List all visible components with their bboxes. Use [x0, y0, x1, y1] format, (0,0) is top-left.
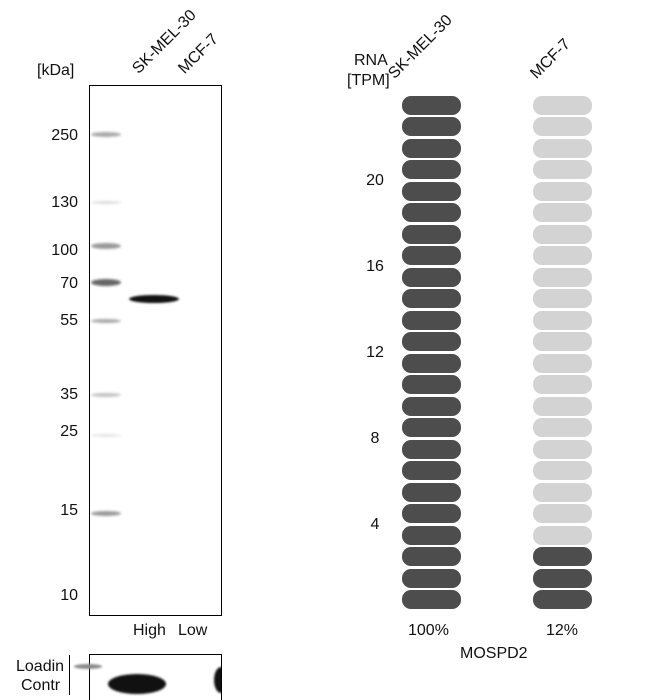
lane-level-high: High [133, 622, 166, 639]
category-label-mcf-7: MCF-7 [527, 35, 574, 83]
empty-segment-mcf-7 [533, 181, 592, 201]
blot-image [89, 85, 222, 616]
filled-segment-sk-mel-30 [402, 461, 461, 480]
marker-25: 25 [60, 423, 78, 440]
empty-segment-mcf-7 [533, 504, 592, 523]
protein-band-sk-mel-30 [129, 295, 179, 303]
rna-label: RNA [354, 52, 388, 69]
empty-segment-mcf-7 [533, 332, 592, 351]
ladder-band [91, 511, 121, 516]
loading-band [214, 667, 221, 693]
marker-70: 70 [60, 275, 78, 292]
loading-control-label-2: Contr [21, 677, 61, 694]
loading-control-blot [89, 654, 222, 700]
filled-segment-sk-mel-30 [402, 95, 461, 115]
ladder-band [91, 201, 121, 204]
percent-label-mcf-7: 12% [546, 622, 579, 639]
empty-segment-mcf-7 [533, 439, 592, 459]
empty-segment-mcf-7 [533, 525, 592, 545]
empty-segment-mcf-7 [533, 353, 592, 373]
filled-segment-sk-mel-30 [402, 547, 461, 566]
empty-segment-mcf-7 [533, 117, 592, 136]
lane-label-mcf-7: MCF-7 [175, 30, 222, 78]
empty-segment-mcf-7 [533, 95, 592, 115]
filled-segment-sk-mel-30 [402, 590, 461, 609]
filled-segment-sk-mel-30 [402, 525, 461, 545]
empty-segment-mcf-7 [533, 310, 592, 330]
marker-35: 35 [60, 386, 78, 403]
ytick-16: 16 [366, 258, 384, 275]
ladder-band [91, 132, 121, 137]
empty-segment-mcf-7 [533, 203, 592, 222]
filled-segment-mcf-7 [533, 568, 592, 588]
ytick-4: 4 [370, 516, 380, 533]
ladder-band [91, 279, 121, 286]
filled-segment-sk-mel-30 [402, 181, 461, 201]
filled-segment-mcf-7 [533, 590, 592, 609]
filled-segment-sk-mel-30 [402, 310, 461, 330]
filled-segment-sk-mel-30 [402, 203, 461, 222]
loading-control-label-1: Loadin [16, 658, 65, 675]
filled-segment-sk-mel-30 [402, 246, 461, 265]
ladder-band [91, 319, 121, 323]
empty-segment-mcf-7 [533, 138, 592, 158]
filled-segment-sk-mel-30 [402, 418, 461, 437]
ladder-band [91, 434, 121, 437]
filled-segment-sk-mel-30 [402, 117, 461, 136]
marker-10: 10 [60, 587, 78, 604]
filled-segment-sk-mel-30 [402, 396, 461, 416]
empty-segment-mcf-7 [533, 396, 592, 416]
loading-band-faint [74, 664, 102, 669]
empty-segment-mcf-7 [533, 289, 592, 308]
ladder-band [91, 243, 121, 249]
marker-15: 15 [60, 502, 78, 519]
filled-segment-sk-mel-30 [402, 482, 461, 502]
ladder-band [91, 393, 121, 397]
empty-segment-mcf-7 [533, 461, 592, 480]
filled-segment-sk-mel-30 [402, 160, 461, 179]
filled-segment-sk-mel-30 [402, 332, 461, 351]
category-label-sk-mel-30: SK-MEL-30 [385, 11, 456, 83]
filled-segment-sk-mel-30 [402, 224, 461, 244]
tpm-label: [TPM] [347, 72, 390, 89]
marker-100: 100 [51, 242, 78, 259]
empty-segment-mcf-7 [533, 482, 592, 502]
loading-band [108, 674, 166, 694]
ytick-20: 20 [366, 172, 384, 189]
divider [69, 655, 70, 695]
empty-segment-mcf-7 [533, 375, 592, 394]
empty-segment-mcf-7 [533, 246, 592, 265]
marker-130: 130 [51, 194, 78, 211]
lane-level-low: Low [178, 622, 208, 639]
gene-title: MOSPD2 [460, 645, 528, 662]
empty-segment-mcf-7 [533, 418, 592, 437]
empty-segment-mcf-7 [533, 224, 592, 244]
filled-segment-sk-mel-30 [402, 138, 461, 158]
filled-segment-sk-mel-30 [402, 375, 461, 394]
ytick-12: 12 [366, 344, 384, 361]
empty-segment-mcf-7 [533, 160, 592, 179]
filled-segment-sk-mel-30 [402, 439, 461, 459]
filled-segment-mcf-7 [533, 547, 592, 566]
filled-segment-sk-mel-30 [402, 568, 461, 588]
percent-label-sk-mel-30: 100% [408, 622, 449, 639]
filled-segment-sk-mel-30 [402, 504, 461, 523]
kda-unit-label: [kDa] [37, 62, 75, 79]
filled-segment-sk-mel-30 [402, 267, 461, 287]
marker-55: 55 [60, 312, 78, 329]
empty-segment-mcf-7 [533, 267, 592, 287]
filled-segment-sk-mel-30 [402, 289, 461, 308]
filled-segment-sk-mel-30 [402, 353, 461, 373]
marker-250: 250 [51, 127, 78, 144]
ytick-8: 8 [370, 430, 380, 447]
